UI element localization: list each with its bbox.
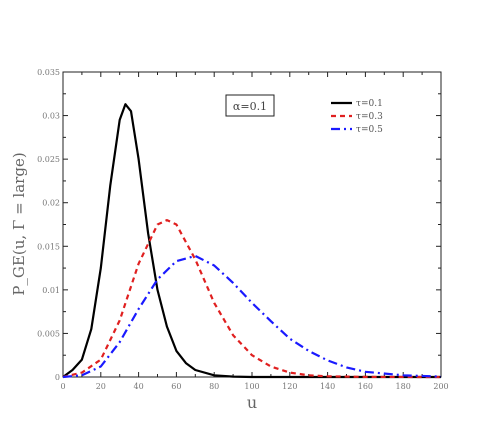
y-tick-label: 0.02: [42, 199, 60, 208]
y-tick-label: 0.025: [37, 155, 60, 164]
x-axis-label: u: [247, 393, 257, 412]
x-tick-label: 200: [433, 382, 448, 391]
legend-items: τ=0.1 τ=0.3 τ=0.5: [331, 99, 383, 135]
x-tick-label: 180: [396, 382, 411, 391]
x-tick-labels: 0 20 40 60 80 100 120 140 160 180 200: [60, 382, 448, 391]
series-line-1: [62, 103, 441, 379]
y-tick-label: 0.015: [37, 242, 60, 251]
annotation-box: α=0.1: [225, 94, 275, 117]
series-line-2: [62, 219, 442, 379]
x-tick-label: 40: [134, 382, 144, 391]
legend-label-1: τ=0.1: [356, 99, 383, 109]
series-layer: [62, 103, 442, 379]
x-tick-label: 0: [60, 382, 65, 391]
x-tick-label: 80: [209, 382, 219, 391]
y-tick-label: 0.01: [42, 286, 60, 295]
y-tick-label: 0.03: [42, 112, 60, 121]
x-tick-label: 140: [320, 382, 335, 391]
x-tick-label: 120: [282, 382, 297, 391]
x-tick-label: 60: [171, 382, 181, 391]
annotation-alpha: α=0.1: [233, 100, 267, 113]
series-line-3: [62, 254, 442, 379]
legend-label-2: τ=0.3: [356, 112, 383, 122]
y-tick-labels: 0 0.005 0.01 0.015 0.02 0.025 0.03 0.035: [37, 68, 60, 382]
legend-label-3: τ=0.5: [356, 125, 383, 135]
annotation-frame: [225, 94, 275, 117]
legend: τ=0.1 τ=0.3 τ=0.5: [327, 93, 389, 137]
y-tick-label: 0: [55, 373, 60, 382]
x-tick-label: 160: [358, 382, 373, 391]
x-tick-label: 100: [244, 382, 259, 391]
y-axis-label: P_GE(u, Γ = large): [10, 152, 28, 295]
y-tick-label: 0.005: [37, 329, 60, 338]
y-tick-label: 0.035: [37, 68, 60, 77]
x-tick-label: 20: [96, 382, 106, 391]
